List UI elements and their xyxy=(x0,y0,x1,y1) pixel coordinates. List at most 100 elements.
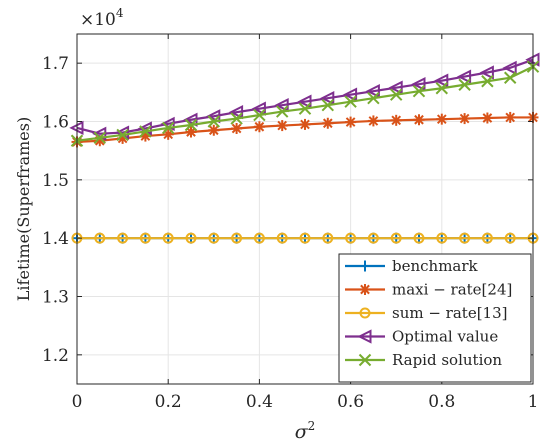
legend-label: maxi − rate[24] xyxy=(392,281,512,299)
data-point xyxy=(413,232,425,244)
data-point xyxy=(344,95,357,108)
data-point xyxy=(276,120,288,132)
legend-label: benchmark xyxy=(392,257,479,275)
legend-entry: benchmark xyxy=(345,257,479,275)
y-tick-label: 1.5 xyxy=(42,171,69,191)
legend-label: Rapid solution xyxy=(392,351,502,369)
series-maxi-rate-24 xyxy=(71,111,539,148)
data-point xyxy=(320,91,335,106)
legend-marker xyxy=(359,260,371,272)
legend-entry: maxi − rate[24] xyxy=(345,281,512,299)
data-point xyxy=(342,87,358,102)
series-line xyxy=(76,58,534,135)
y-tick-label: 1.7 xyxy=(42,54,69,74)
series-rapid-solution xyxy=(70,60,540,147)
y-axis-label: Lifetime(Superframes) xyxy=(14,117,33,301)
legend-entry: sum − rate[13] xyxy=(345,304,508,322)
data-point xyxy=(208,124,220,136)
x-tick-label: 0.2 xyxy=(155,392,182,412)
data-point xyxy=(299,232,311,244)
data-point xyxy=(345,116,357,128)
data-point xyxy=(231,123,243,134)
data-point xyxy=(162,232,174,244)
legend-entry: Rapid solution xyxy=(345,351,502,369)
data-point xyxy=(367,232,379,244)
data-point xyxy=(459,113,471,125)
data-point xyxy=(185,126,197,138)
data-point xyxy=(228,105,244,120)
data-point xyxy=(275,105,289,118)
legend-marker xyxy=(359,284,371,295)
data-point xyxy=(436,113,448,125)
data-point xyxy=(456,69,472,84)
data-point xyxy=(504,111,516,123)
data-point xyxy=(116,128,129,142)
data-point xyxy=(504,232,516,244)
legend: benchmark maxi − rate[24] sum − rate[13] Op… xyxy=(338,253,532,383)
data-point xyxy=(161,121,175,135)
data-point xyxy=(231,232,243,244)
x-tick-label: 0 xyxy=(72,392,83,412)
data-point xyxy=(412,84,426,98)
data-point xyxy=(251,101,266,116)
legend-entry: Optimal value xyxy=(345,328,498,346)
series-layer xyxy=(69,52,540,244)
data-point xyxy=(253,232,265,244)
data-point xyxy=(365,84,380,99)
data-point xyxy=(139,125,152,138)
y-tick-label: 1.2 xyxy=(42,346,69,366)
data-point xyxy=(502,60,517,75)
x-axis-label: σ2 xyxy=(295,419,316,443)
data-point xyxy=(413,114,425,126)
data-point xyxy=(184,118,198,132)
x-tick-label: 0.4 xyxy=(246,392,273,412)
y-tick-label: 1.4 xyxy=(42,229,69,249)
data-point xyxy=(459,232,471,244)
data-point xyxy=(434,73,449,88)
data-point xyxy=(276,232,288,244)
data-point xyxy=(207,115,221,128)
data-point xyxy=(274,98,289,113)
data-point xyxy=(185,232,197,244)
data-point xyxy=(321,98,335,112)
legend-label: sum − rate[13] xyxy=(392,304,508,322)
x-tick-label: 1 xyxy=(528,392,539,412)
data-point xyxy=(253,121,265,133)
data-point xyxy=(298,102,312,115)
legend-label: Optimal value xyxy=(392,328,498,346)
legend-marker xyxy=(357,329,372,344)
data-point xyxy=(436,232,448,244)
data-point xyxy=(253,108,266,122)
data-point xyxy=(390,232,402,244)
data-point xyxy=(93,131,107,145)
data-point xyxy=(435,82,449,95)
data-point xyxy=(345,232,357,244)
y-tick-label: 1.6 xyxy=(42,113,69,133)
data-point xyxy=(481,112,493,124)
data-point xyxy=(367,91,380,105)
x-tick-label: 0.8 xyxy=(428,392,455,412)
legend-marker xyxy=(358,353,372,367)
data-point xyxy=(94,232,106,244)
y-multiplier: ×104 xyxy=(80,6,124,30)
data-point xyxy=(297,94,312,109)
data-point xyxy=(479,65,494,80)
legend-marker xyxy=(359,307,371,319)
data-point xyxy=(411,77,426,92)
data-point xyxy=(503,71,517,84)
data-point xyxy=(389,88,403,101)
data-point xyxy=(388,80,403,95)
x-tick-label: 0.6 xyxy=(337,392,364,412)
data-point xyxy=(139,232,151,244)
data-point xyxy=(367,115,379,127)
data-point xyxy=(390,114,402,126)
data-point xyxy=(230,112,243,125)
data-point xyxy=(208,232,220,244)
data-point xyxy=(117,232,129,244)
data-point xyxy=(481,232,493,244)
data-point xyxy=(481,75,494,88)
axis-ticks: 0 0.2 0.4 0.6 0.8 1 1.2 1.3 1.4 1.5 1.6 1.7 xyxy=(42,34,538,412)
plot-frame xyxy=(76,33,534,385)
y-tick-label: 1.3 xyxy=(42,288,69,308)
